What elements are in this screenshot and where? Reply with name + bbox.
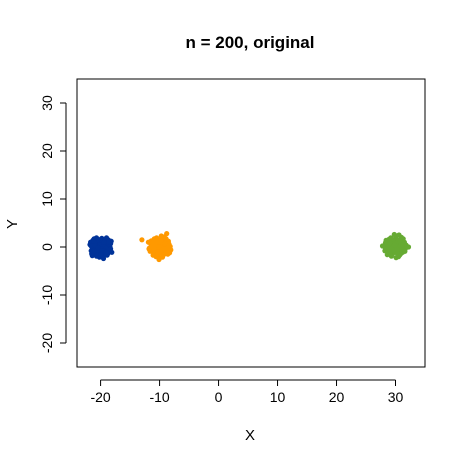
data-point — [103, 235, 110, 241]
y-tick-label: 0 — [39, 243, 55, 251]
data-point — [156, 244, 162, 250]
data-point — [163, 236, 169, 242]
data-point — [400, 242, 406, 248]
x-axis: -20 -10 0 10 20 30 — [90, 379, 404, 405]
data-point — [166, 241, 172, 247]
data-point — [93, 253, 100, 259]
x-tick-label: -10 — [149, 389, 169, 405]
data-point — [99, 248, 105, 254]
data-point — [387, 251, 393, 257]
data-point — [139, 237, 145, 243]
x-tick-label: 10 — [270, 389, 286, 405]
y-tick-label: -20 — [39, 333, 55, 353]
data-point — [391, 231, 397, 238]
data-point — [167, 250, 173, 256]
series-1 — [87, 235, 115, 262]
data-point — [158, 233, 164, 239]
y-tick-label: -10 — [39, 285, 55, 305]
chart-title: n = 200, original — [186, 33, 315, 52]
data-point — [89, 253, 95, 259]
data-point — [108, 246, 114, 252]
data-point — [103, 249, 109, 255]
y-axis: -20 -10 0 10 20 30 — [39, 95, 67, 353]
data-point — [162, 250, 169, 256]
data-point — [392, 242, 398, 248]
x-tick-label: 20 — [329, 389, 345, 405]
plot-area — [76, 78, 426, 368]
y-tick-label: 30 — [39, 95, 55, 111]
data-point — [165, 245, 171, 251]
data-point — [153, 254, 159, 260]
data-point — [101, 239, 107, 245]
data-point — [379, 243, 386, 249]
data-point — [405, 244, 412, 250]
data-point — [90, 248, 96, 254]
data-point — [152, 237, 158, 243]
data-point — [396, 232, 402, 238]
y-tick-label: 10 — [39, 191, 55, 207]
points-layer — [87, 231, 412, 263]
data-point — [93, 235, 100, 241]
data-point — [100, 255, 107, 262]
data-point — [106, 239, 112, 245]
data-point — [387, 240, 393, 246]
series-3 — [379, 231, 412, 261]
data-point — [162, 241, 168, 247]
data-point — [145, 239, 151, 245]
data-point — [95, 244, 101, 251]
data-point — [90, 238, 97, 244]
data-point — [402, 248, 408, 254]
data-point — [395, 254, 402, 260]
data-point — [155, 249, 161, 255]
data-point — [164, 231, 170, 237]
x-axis-label: X — [245, 427, 255, 444]
data-point — [88, 243, 94, 249]
y-axis-label: Y — [4, 219, 21, 229]
x-tick-label: 0 — [215, 389, 223, 405]
data-point — [146, 245, 153, 251]
x-tick-label: -20 — [90, 389, 110, 405]
y-tick-label: 20 — [39, 143, 55, 159]
data-point — [159, 254, 166, 260]
data-point — [394, 246, 400, 252]
series-2 — [139, 231, 174, 263]
data-point — [388, 235, 394, 241]
x-tick-label: 30 — [388, 389, 404, 405]
data-point — [98, 252, 104, 258]
